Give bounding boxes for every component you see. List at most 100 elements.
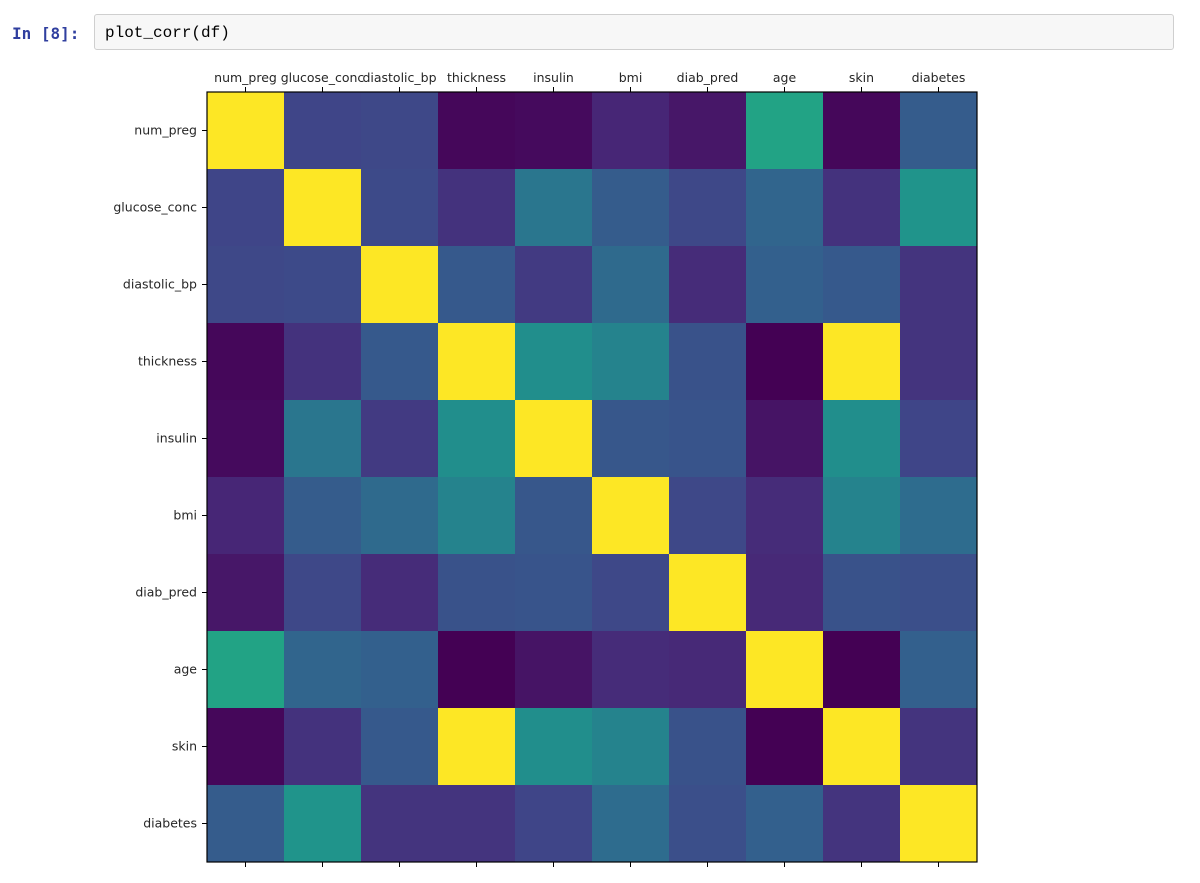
x-tick-label-insulin: insulin xyxy=(533,70,574,85)
heatmap-cell-diastolic_bp-insulin xyxy=(515,246,593,324)
heatmap-cell-thickness-thickness xyxy=(438,323,516,401)
input-prompt: In [8]: xyxy=(12,24,80,43)
y-tick-label-thickness: thickness xyxy=(138,354,197,369)
heatmap-cell-age-diabetes xyxy=(900,631,978,709)
x-tick-label-num_preg: num_preg xyxy=(214,70,277,85)
heatmap-cell-insulin-diab_pred xyxy=(669,400,747,478)
heatmap-cell-diastolic_bp-diabetes xyxy=(900,246,978,324)
heatmap-cell-num_preg-diab_pred xyxy=(669,92,747,170)
heatmap-cell-diastolic_bp-glucose_conc xyxy=(284,246,362,324)
heatmap-cell-diab_pred-diabetes xyxy=(900,554,978,632)
heatmap-cell-skin-insulin xyxy=(515,708,593,786)
heatmap-cell-diab_pred-num_preg xyxy=(207,554,285,632)
heatmap-cell-insulin-glucose_conc xyxy=(284,400,362,478)
x-tick-label-glucose_conc: glucose_conc xyxy=(281,70,365,85)
code-text[interactable]: plot_corr(df) xyxy=(105,24,230,42)
heatmap-cell-num_preg-thickness xyxy=(438,92,516,170)
heatmap-cell-thickness-glucose_conc xyxy=(284,323,362,401)
heatmap-cell-age-diab_pred xyxy=(669,631,747,709)
heatmap-cell-age-diastolic_bp xyxy=(361,631,439,709)
heatmap-cell-skin-skin xyxy=(823,708,901,786)
heatmap-cell-glucose_conc-age xyxy=(746,169,824,247)
heatmap-cell-insulin-diastolic_bp xyxy=(361,400,439,478)
heatmap-cell-diabetes-diabetes xyxy=(900,785,978,863)
heatmap-cell-diastolic_bp-num_preg xyxy=(207,246,285,324)
y-tick-label-num_preg: num_preg xyxy=(134,123,197,138)
heatmap-cell-diastolic_bp-bmi xyxy=(592,246,670,324)
heatmap-cell-skin-num_preg xyxy=(207,708,285,786)
heatmap-cell-diabetes-bmi xyxy=(592,785,670,863)
heatmap-cell-diabetes-skin xyxy=(823,785,901,863)
heatmap-cell-glucose_conc-diastolic_bp xyxy=(361,169,439,247)
heatmap-cells xyxy=(207,92,978,863)
heatmap-cell-thickness-num_preg xyxy=(207,323,285,401)
heatmap-cell-skin-thickness xyxy=(438,708,516,786)
x-tick-label-age: age xyxy=(773,70,797,85)
y-tick-label-diastolic_bp: diastolic_bp xyxy=(123,277,197,292)
heatmap-cell-glucose_conc-diab_pred xyxy=(669,169,747,247)
x-tick-label-bmi: bmi xyxy=(619,70,643,85)
x-tick-label-diastolic_bp: diastolic_bp xyxy=(362,70,436,85)
heatmap-cell-diab_pred-diab_pred xyxy=(669,554,747,632)
heatmap-cell-thickness-bmi xyxy=(592,323,670,401)
heatmap-cell-num_preg-glucose_conc xyxy=(284,92,362,170)
y-tick-label-skin: skin xyxy=(172,739,197,754)
heatmap-cell-diab_pred-diastolic_bp xyxy=(361,554,439,632)
heatmap-cell-diabetes-age xyxy=(746,785,824,863)
heatmap-cell-glucose_conc-insulin xyxy=(515,169,593,247)
heatmap-cell-bmi-skin xyxy=(823,477,901,555)
y-tick-label-age: age xyxy=(174,662,198,677)
heatmap-cell-diastolic_bp-age xyxy=(746,246,824,324)
heatmap-cell-num_preg-num_preg xyxy=(207,92,285,170)
heatmap-cell-glucose_conc-thickness xyxy=(438,169,516,247)
heatmap-cell-bmi-thickness xyxy=(438,477,516,555)
heatmap-cell-thickness-diabetes xyxy=(900,323,978,401)
y-tick-label-diabetes: diabetes xyxy=(143,816,197,831)
heatmap-cell-diabetes-diab_pred xyxy=(669,785,747,863)
heatmap-cell-diab_pred-age xyxy=(746,554,824,632)
heatmap-cell-age-glucose_conc xyxy=(284,631,362,709)
y-axis-ticks: num_preg glucose_conc diastolic_bp thicknes… xyxy=(113,123,207,831)
heatmap-cell-age-bmi xyxy=(592,631,670,709)
heatmap-cell-skin-diastolic_bp xyxy=(361,708,439,786)
heatmap-cell-bmi-insulin xyxy=(515,477,593,555)
heatmap-cell-bmi-diastolic_bp xyxy=(361,477,439,555)
heatmap-cell-age-age xyxy=(746,631,824,709)
code-input-area[interactable]: plot_corr(df) xyxy=(94,14,1174,50)
heatmap-cell-insulin-num_preg xyxy=(207,400,285,478)
heatmap-cell-glucose_conc-diabetes xyxy=(900,169,978,247)
heatmap-cell-age-thickness xyxy=(438,631,516,709)
heatmap-cell-num_preg-insulin xyxy=(515,92,593,170)
heatmap-cell-num_preg-skin xyxy=(823,92,901,170)
heatmap-cell-insulin-insulin xyxy=(515,400,593,478)
heatmap-cell-num_preg-age xyxy=(746,92,824,170)
heatmap-cell-diabetes-thickness xyxy=(438,785,516,863)
heatmap-cell-skin-bmi xyxy=(592,708,670,786)
heatmap-cell-insulin-thickness xyxy=(438,400,516,478)
heatmap-cell-diab_pred-thickness xyxy=(438,554,516,632)
heatmap-cell-bmi-age xyxy=(746,477,824,555)
x-tick-label-skin: skin xyxy=(849,70,874,85)
heatmap-cell-diastolic_bp-skin xyxy=(823,246,901,324)
heatmap-cell-glucose_conc-glucose_conc xyxy=(284,169,362,247)
heatmap-cell-diabetes-glucose_conc xyxy=(284,785,362,863)
heatmap-cell-diab_pred-glucose_conc xyxy=(284,554,362,632)
y-tick-label-insulin: insulin xyxy=(156,431,197,446)
heatmap-cell-thickness-diastolic_bp xyxy=(361,323,439,401)
heatmap-cell-age-skin xyxy=(823,631,901,709)
heatmap-cell-age-num_preg xyxy=(207,631,285,709)
heatmap-cell-thickness-skin xyxy=(823,323,901,401)
x-tick-label-diabetes: diabetes xyxy=(912,70,966,85)
x-tick-label-diab_pred: diab_pred xyxy=(677,70,739,85)
y-tick-label-bmi: bmi xyxy=(173,508,197,523)
heatmap-cell-diabetes-num_preg xyxy=(207,785,285,863)
heatmap-cell-skin-age xyxy=(746,708,824,786)
heatmap-cell-diab_pred-bmi xyxy=(592,554,670,632)
heatmap-cell-insulin-diabetes xyxy=(900,400,978,478)
heatmap-cell-thickness-insulin xyxy=(515,323,593,401)
heatmap-cell-bmi-num_preg xyxy=(207,477,285,555)
heatmap-cell-diab_pred-insulin xyxy=(515,554,593,632)
heatmap-cell-bmi-diabetes xyxy=(900,477,978,555)
